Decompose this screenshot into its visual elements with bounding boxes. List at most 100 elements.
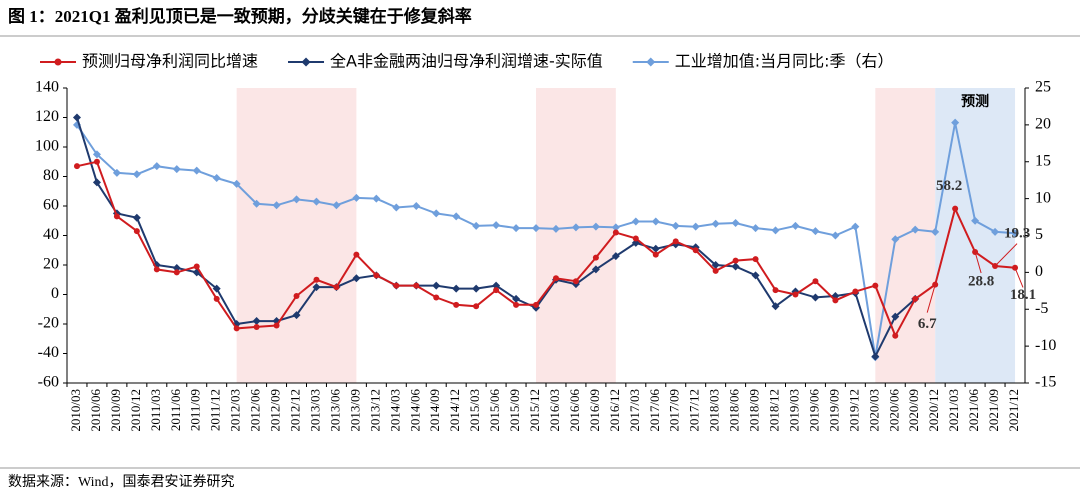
series-line [76, 117, 916, 360]
point [572, 278, 579, 285]
data-label: 6.7 [918, 316, 937, 332]
y2-tick-label: -5 [1035, 300, 1048, 317]
point [393, 282, 400, 289]
point [313, 276, 320, 283]
y2-tick-label: 15 [1035, 152, 1051, 169]
data-label: 58.2 [936, 178, 962, 194]
x-tick-label: 2019/06 [806, 389, 821, 432]
x-tick-label: 2014/03 [387, 389, 402, 432]
x-tick-label: 2015/12 [527, 389, 542, 432]
x-tick-label: 2014/06 [407, 389, 422, 432]
point [92, 178, 101, 187]
series-line [76, 160, 1016, 339]
point [133, 228, 140, 235]
point [731, 218, 740, 227]
point [792, 291, 799, 298]
point [571, 223, 580, 232]
x-tick-label: 2016/09 [587, 389, 602, 432]
point [771, 302, 780, 311]
x-tick-label: 2016/06 [567, 389, 582, 432]
point [751, 271, 760, 280]
point [212, 173, 221, 182]
point [392, 203, 401, 212]
y-tick-label: 100 [35, 138, 59, 155]
point [671, 221, 680, 230]
x-tick-label: 2018/06 [727, 389, 742, 432]
point [732, 257, 739, 264]
point [851, 222, 860, 231]
point [592, 254, 599, 261]
shaded-period [236, 88, 357, 383]
leader-line [974, 251, 982, 274]
y2-tick-label: 10 [1035, 189, 1051, 206]
point [872, 282, 879, 289]
point [591, 265, 600, 274]
point [373, 272, 380, 279]
series-line [76, 122, 1016, 358]
point [152, 162, 161, 171]
point [931, 227, 940, 236]
point [252, 317, 261, 326]
x-tick-label: 2013/06 [327, 389, 342, 432]
leader-line [926, 284, 936, 313]
x-tick-label: 2015/09 [507, 389, 522, 432]
source: 数据来源：Wind，国泰君安证券研究 [8, 474, 235, 490]
point [832, 297, 839, 304]
legend-label: 工业增加值:当月同比:季（右） [675, 52, 894, 71]
point [352, 193, 361, 202]
point [93, 158, 100, 165]
x-tick-label: 2013/09 [347, 389, 362, 432]
point [513, 301, 520, 308]
point [72, 113, 81, 122]
x-tick-label: 2021/03 [946, 389, 961, 432]
chart-title: 图 1：2021Q1 盈利见顶已是一致预期，分歧关键在于修复斜率 [8, 6, 472, 26]
point [811, 293, 820, 302]
point [612, 229, 619, 236]
point [212, 284, 221, 293]
x-tick-label: 2011/09 [188, 389, 203, 431]
point [292, 195, 301, 204]
point [892, 332, 899, 339]
y-tick-label: 80 [43, 167, 59, 184]
x-tick-label: 2015/06 [487, 389, 502, 432]
point [292, 311, 301, 320]
point [452, 212, 461, 221]
x-tick-label: 2010/06 [88, 389, 103, 432]
y-tick-label: 0 [51, 285, 59, 302]
point [253, 323, 260, 330]
point [233, 325, 240, 332]
point [252, 199, 261, 208]
point [552, 275, 559, 282]
point [113, 213, 120, 220]
point [651, 217, 660, 226]
point [692, 247, 699, 254]
point [772, 287, 779, 294]
x-tick-label: 2017/12 [687, 389, 702, 432]
point [831, 231, 840, 240]
point [273, 322, 280, 329]
y2-tick-label: 0 [1035, 263, 1043, 280]
legend-label: 全A非金融两油归母净利润增速-实际值 [330, 52, 603, 71]
x-tick-label: 2020/12 [926, 389, 941, 432]
point [771, 226, 780, 235]
point [413, 282, 420, 289]
point [272, 201, 281, 210]
x-tick-label: 2018/03 [707, 389, 722, 432]
x-tick-label: 2013/03 [307, 389, 322, 432]
x-tick-label: 2020/03 [866, 389, 881, 432]
y-tick-label: 20 [43, 256, 59, 273]
x-tick-label: 2011/06 [168, 389, 183, 432]
point [153, 266, 160, 273]
point [651, 244, 660, 253]
point [752, 256, 759, 263]
point [911, 225, 920, 234]
y-tick-label: -20 [38, 315, 59, 332]
point [433, 294, 440, 301]
point [952, 205, 959, 212]
point [73, 163, 80, 170]
y2-tick-label: 20 [1035, 116, 1051, 133]
point [132, 170, 141, 179]
x-tick-label: 2010/09 [108, 389, 123, 432]
point [232, 179, 241, 188]
point [493, 287, 500, 294]
